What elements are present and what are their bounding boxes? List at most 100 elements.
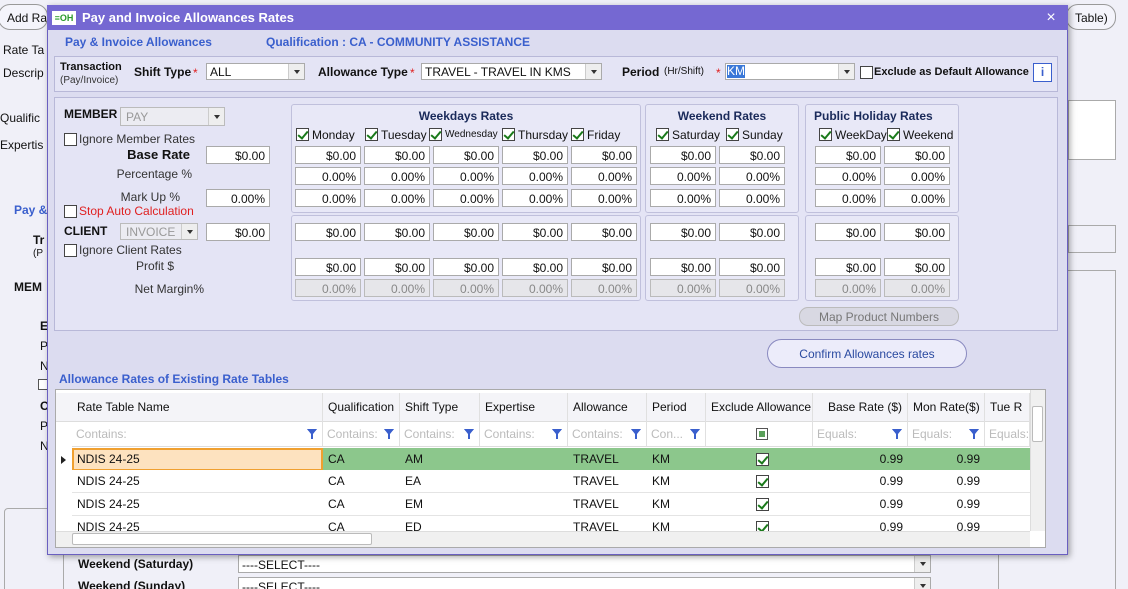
- rate-input[interactable]: $0.00: [433, 223, 499, 241]
- checkbox[interactable]: [819, 128, 832, 141]
- dropdown[interactable]: ----SELECT----: [238, 555, 931, 573]
- grid-cell[interactable]: TRAVEL: [568, 493, 647, 516]
- dropdown[interactable]: ALL: [206, 63, 305, 80]
- filter-cell[interactable]: Equals:: [985, 422, 1030, 447]
- grid-cell[interactable]: CA: [323, 448, 400, 471]
- column-header[interactable]: Expertise: [480, 393, 568, 422]
- grid-cell[interactable]: EM: [400, 493, 480, 516]
- rate-input[interactable]: 0.00%: [719, 189, 785, 207]
- grid-cell[interactable]: 0.99: [908, 470, 985, 493]
- grid-cell[interactable]: 0.99: [813, 448, 908, 471]
- rate-input[interactable]: $0.00: [295, 258, 361, 276]
- grid-cell[interactable]: NDIS 24-25: [72, 448, 323, 471]
- input[interactable]: $0.00: [206, 146, 270, 164]
- checkbox[interactable]: [726, 128, 739, 141]
- rate-input[interactable]: $0.00: [433, 258, 499, 276]
- table-button[interactable]: Table): [1066, 4, 1116, 30]
- grid-cell[interactable]: 0.99: [813, 493, 908, 516]
- grid-cell[interactable]: NDIS 24-25: [72, 493, 323, 516]
- column-header[interactable]: Mon Rate($): [908, 393, 985, 422]
- grid-cell[interactable]: CA: [323, 493, 400, 516]
- checkbox[interactable]: [64, 205, 77, 218]
- rate-input[interactable]: $0.00: [884, 258, 950, 276]
- checkbox[interactable]: [756, 453, 769, 466]
- rate-input[interactable]: $0.00: [502, 258, 568, 276]
- filter-cell[interactable]: Equals:: [813, 422, 908, 447]
- rate-input[interactable]: 0.00%: [295, 167, 361, 185]
- rate-input[interactable]: $0.00: [650, 258, 716, 276]
- rate-input[interactable]: 0.00%: [502, 167, 568, 185]
- rate-input[interactable]: $0.00: [571, 258, 637, 276]
- grid-cell[interactable]: 0.99: [813, 470, 908, 493]
- rate-input[interactable]: 0.00%: [295, 189, 361, 207]
- rate-input[interactable]: $0.00: [884, 223, 950, 241]
- rate-input[interactable]: 0.00%: [884, 167, 950, 185]
- column-header[interactable]: Shift Type: [400, 393, 480, 422]
- grid-cell[interactable]: AM: [400, 448, 480, 471]
- rate-input[interactable]: 0.00%: [650, 189, 716, 207]
- grid-cell[interactable]: KM: [647, 470, 706, 493]
- info-button[interactable]: i: [1033, 63, 1052, 82]
- column-header[interactable]: Allowance: [568, 393, 647, 422]
- rate-input[interactable]: $0.00: [815, 258, 881, 276]
- grid-cell[interactable]: 0.99: [908, 493, 985, 516]
- column-header[interactable]: Period: [647, 393, 706, 422]
- checkbox[interactable]: [365, 128, 378, 141]
- rate-input[interactable]: 0.00%: [433, 167, 499, 185]
- rate-input[interactable]: 0.00%: [502, 189, 568, 207]
- dropdown[interactable]: TRAVEL - TRAVEL IN KMS: [421, 63, 602, 80]
- rate-input[interactable]: $0.00: [571, 146, 637, 164]
- grid-cell[interactable]: EA: [400, 470, 480, 493]
- rate-input[interactable]: 0.00%: [364, 189, 430, 207]
- rate-input[interactable]: $0.00: [815, 223, 881, 241]
- rate-input[interactable]: $0.00: [364, 258, 430, 276]
- rate-input[interactable]: 0.00%: [815, 189, 881, 207]
- rate-input[interactable]: 0.00%: [571, 167, 637, 185]
- input[interactable]: 0.00%: [206, 189, 270, 207]
- rate-input[interactable]: $0.00: [295, 223, 361, 241]
- close-button[interactable]: ×: [1040, 5, 1062, 30]
- checkbox[interactable]: [756, 475, 769, 488]
- rate-input[interactable]: $0.00: [364, 146, 430, 164]
- grid-cell[interactable]: KM: [647, 493, 706, 516]
- selected-value[interactable]: KM: [727, 65, 745, 78]
- rate-input[interactable]: $0.00: [502, 146, 568, 164]
- dropdown[interactable]: PAY: [120, 107, 225, 126]
- column-header[interactable]: Exclude Allowance: [706, 393, 813, 422]
- checkbox[interactable]: [502, 128, 515, 141]
- rate-input[interactable]: $0.00: [884, 146, 950, 164]
- grid-cell[interactable]: 0.99: [908, 448, 985, 471]
- confirm-button[interactable]: Confirm Allowances rates: [767, 339, 967, 368]
- grid-cell[interactable]: CA: [323, 470, 400, 493]
- dropdown[interactable]: ----SELECT----: [238, 577, 931, 589]
- add-button[interactable]: Add Ra: [0, 4, 48, 30]
- input[interactable]: $0.00: [206, 223, 270, 241]
- rate-input[interactable]: $0.00: [433, 146, 499, 164]
- checkbox[interactable]: [64, 133, 77, 146]
- dropdown[interactable]: INVOICE: [120, 223, 198, 240]
- rate-input[interactable]: $0.00: [502, 223, 568, 241]
- column-header[interactable]: Base Rate ($): [813, 393, 908, 422]
- checkbox[interactable]: [296, 128, 309, 141]
- rate-input[interactable]: 0.00%: [719, 167, 785, 185]
- rate-input[interactable]: $0.00: [719, 223, 785, 241]
- column-header[interactable]: Tue R: [985, 393, 1030, 422]
- checkbox[interactable]: [756, 498, 769, 511]
- rate-input[interactable]: 0.00%: [884, 189, 950, 207]
- rate-input[interactable]: $0.00: [650, 223, 716, 241]
- rate-input[interactable]: $0.00: [571, 223, 637, 241]
- filter-cell[interactable]: Contains:: [72, 422, 323, 447]
- rate-input[interactable]: $0.00: [295, 146, 361, 164]
- rate-input[interactable]: 0.00%: [364, 167, 430, 185]
- rate-input[interactable]: $0.00: [815, 146, 881, 164]
- checkbox[interactable]: [64, 244, 77, 257]
- rate-input[interactable]: $0.00: [650, 146, 716, 164]
- column-header[interactable]: Qualification: [323, 393, 400, 422]
- filter-checkbox[interactable]: [756, 428, 768, 440]
- rate-input[interactable]: $0.00: [364, 223, 430, 241]
- grid-cell[interactable]: TRAVEL: [568, 448, 647, 471]
- rate-input[interactable]: 0.00%: [650, 167, 716, 185]
- grid-cell[interactable]: KM: [647, 448, 706, 471]
- rate-input[interactable]: 0.00%: [571, 189, 637, 207]
- checkbox[interactable]: [429, 128, 442, 141]
